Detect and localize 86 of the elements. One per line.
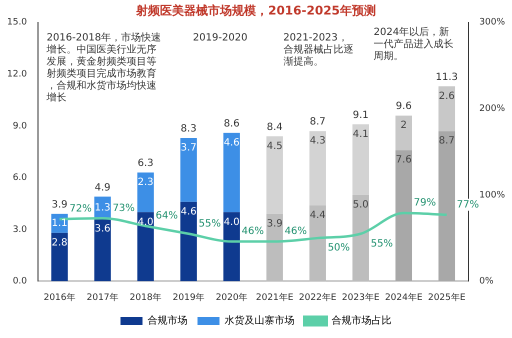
total-label: 9.6 xyxy=(396,101,412,112)
x-tick-label: 2017年 xyxy=(86,292,119,303)
data-label: 55% xyxy=(370,238,393,250)
bar xyxy=(395,150,412,282)
x-tick-label: 2020年 xyxy=(216,292,248,303)
data-label: 4.0 xyxy=(138,216,154,228)
data-label: 46% xyxy=(284,226,307,238)
data-label: 4.6 xyxy=(180,206,197,218)
data-label: 4.4 xyxy=(310,210,326,221)
data-label: 2.3 xyxy=(138,177,154,188)
x-tick-label: 2022年E xyxy=(298,292,337,303)
data-label: 3.9 xyxy=(266,218,283,230)
y-tick-label: 3.0 xyxy=(12,224,28,235)
y2-tick-label: 0% xyxy=(479,276,494,287)
x-tick-label: 2018年 xyxy=(130,292,162,303)
total-label: 8.7 xyxy=(310,116,326,128)
chart-title: 射频医美器械市场规模，2016-2025年预测 xyxy=(135,3,376,18)
bar xyxy=(438,131,456,282)
x-tick-label: 2023年E xyxy=(342,292,380,303)
y2-tick-label: 200% xyxy=(479,104,506,114)
y-tick-label: 0.0 xyxy=(12,276,28,287)
data-label: 4.0 xyxy=(224,216,240,228)
data-label: 3.6 xyxy=(94,224,111,235)
data-label: 1.1 xyxy=(52,218,68,229)
data-label: 4.6 xyxy=(224,137,240,148)
annotation: 2024年以后，新一代产品进入成长周期。 xyxy=(374,26,454,62)
y-tick-label: 15.0 xyxy=(6,18,28,28)
bar xyxy=(309,131,326,206)
total-label: 8.6 xyxy=(224,118,240,130)
y2-tick-label: 300% xyxy=(479,18,506,28)
data-label: 2 xyxy=(400,120,407,132)
x-tick-label: 2021年E xyxy=(256,292,294,303)
total-label: 9.1 xyxy=(352,110,369,121)
bar xyxy=(137,172,154,212)
data-label: 73% xyxy=(112,202,135,214)
data-label: 79% xyxy=(414,198,436,209)
data-label: 3.7 xyxy=(180,142,197,154)
bar xyxy=(352,194,369,282)
data-label: 55% xyxy=(198,218,221,230)
data-label: 46% xyxy=(242,226,264,238)
data-label: 4.3 xyxy=(310,136,326,147)
y-tick-label: 12.0 xyxy=(6,70,28,80)
annotation: 2019-2020 xyxy=(192,32,248,44)
y-tick-label: 9.0 xyxy=(12,121,28,132)
data-label: 2.6 xyxy=(438,90,455,102)
total-label: 6.3 xyxy=(138,158,154,170)
data-label: 5.0 xyxy=(352,200,369,211)
bar xyxy=(266,214,283,282)
bar xyxy=(352,124,369,195)
annotation: 2021-2023，合规器械占比逐渐提高。 xyxy=(283,32,354,68)
x-tick-label: 2024年E xyxy=(384,292,423,303)
bar xyxy=(223,132,240,212)
data-label: 7.6 xyxy=(396,154,412,166)
bar xyxy=(266,136,283,214)
data-label: 50% xyxy=(328,242,350,254)
data-label: 77% xyxy=(456,199,479,210)
total-label: 8.3 xyxy=(180,124,197,135)
data-label: 1.3 xyxy=(94,202,111,214)
legend-label: 水货及山寨市场 xyxy=(224,314,294,327)
bar xyxy=(51,232,68,282)
bar xyxy=(438,86,456,132)
bar xyxy=(223,212,240,282)
bar xyxy=(180,138,197,202)
bar xyxy=(94,219,111,282)
x-tick-label: 2025年E xyxy=(428,292,466,303)
y-tick-label: 6.0 xyxy=(12,173,28,184)
legend-label: 合规市场占比 xyxy=(332,314,392,327)
total-label: 11.3 xyxy=(436,72,458,83)
data-label: 64% xyxy=(156,210,178,222)
total-label: 4.9 xyxy=(94,182,111,194)
data-label: 4.1 xyxy=(352,128,369,140)
bar xyxy=(395,116,412,150)
total-label: 3.9 xyxy=(52,200,68,211)
y2-tick-label: 100% xyxy=(479,190,506,200)
data-label: 4.5 xyxy=(266,140,283,152)
x-tick-label: 2019年 xyxy=(172,292,205,303)
annotation: 2016-2018年，市场快速增长。中国医美行业无序发展，黄金射频类项目等射频类项目完成市场教育，合规和水货市场均快速增长 xyxy=(46,31,162,104)
legend-label: 合规市场 xyxy=(148,314,188,327)
bar xyxy=(180,202,197,282)
bar xyxy=(137,212,154,282)
data-label: 72% xyxy=(70,204,92,215)
data-label: 8.7 xyxy=(438,136,455,147)
data-label: 2.8 xyxy=(52,237,68,248)
bar xyxy=(309,205,326,282)
total-label: 8.4 xyxy=(266,122,283,133)
x-tick-label: 2016年 xyxy=(44,292,76,303)
